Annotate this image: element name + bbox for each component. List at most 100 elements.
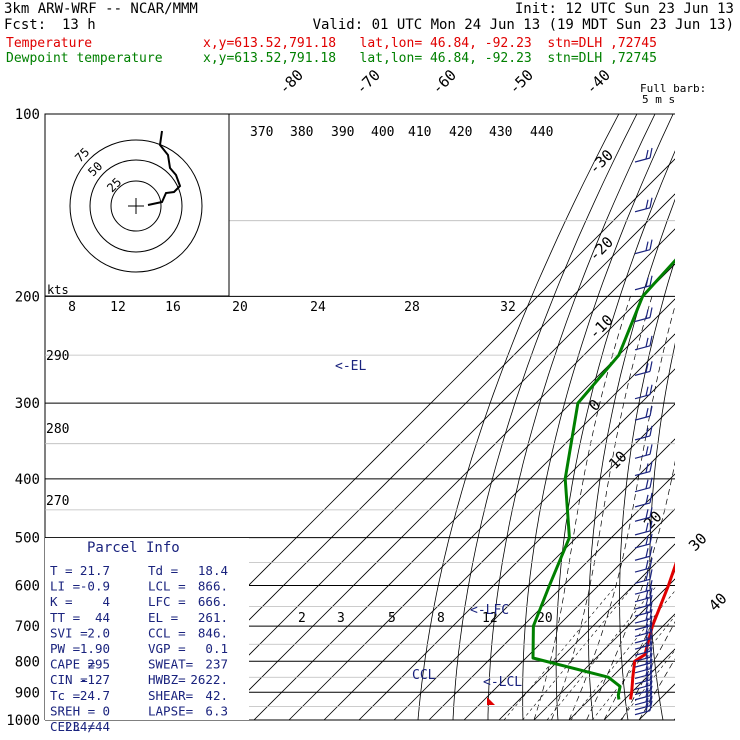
- wind-barb-flag: [645, 277, 649, 287]
- parcel-field-label: TT =: [50, 610, 80, 625]
- parcel-field-label: LCL =: [148, 579, 186, 594]
- parcel-field-value: 44: [95, 610, 110, 625]
- parcel-field-value: 0: [102, 703, 110, 718]
- mixing-ratio-label: 20: [537, 611, 553, 626]
- parcel-info-box: Parcel Info T = 21.7 Td = 18.4 LI = -0.9 LCL = 8…: [45, 538, 249, 734]
- wind-barb-flag: [649, 647, 653, 658]
- wind-barb-flag: [649, 520, 653, 532]
- wind-barb: [634, 394, 651, 400]
- parcel-field-value: 24.7: [80, 688, 110, 703]
- temperature-line: [629, 561, 675, 700]
- parcel-field-value: 295: [87, 657, 110, 672]
- mixing-ratio-line: [522, 585, 634, 720]
- speed-label: 16: [165, 300, 181, 315]
- wind-barb-flag: [645, 643, 649, 653]
- theta-label: 370: [250, 125, 273, 140]
- pressure-label: 300: [15, 396, 40, 412]
- theta-label: 430: [489, 125, 512, 140]
- speed-label: 8: [68, 300, 76, 315]
- init-time: Init: 12 UTC Sun 23 Jun 13: [514, 1, 734, 17]
- parcel-field-value: 261.: [198, 610, 228, 625]
- wind-barb-flag: [645, 548, 649, 558]
- temperature-legend: Temperature: [6, 36, 93, 51]
- wind-barb-flag: [645, 427, 649, 438]
- wind-barb-flag: [645, 479, 649, 489]
- parcel-field-value: 866.: [198, 579, 228, 594]
- parcel-field-value: 21.7: [80, 563, 110, 578]
- forecast-label: Fcst:: [4, 17, 47, 33]
- isotherm-line: [323, 368, 675, 720]
- sounding-series: [487, 258, 675, 705]
- parcel-field-value: 237: [205, 657, 228, 672]
- wind-barb: [634, 487, 651, 493]
- wind-barb-flag: [645, 309, 649, 319]
- isotherm-line: [148, 193, 675, 720]
- wind-barb-flag: [645, 149, 649, 160]
- wind-barb-flag: [649, 406, 653, 417]
- wind-barb-flag: [645, 687, 649, 697]
- level-markers: <-EL <-LFC <-LCL CCL: [335, 359, 522, 690]
- dry-adiabat: [487, 114, 656, 720]
- wind-barb-flag: [649, 461, 653, 472]
- wind-barb-flag: [645, 494, 649, 505]
- barb-legend-units: 5 m s: [642, 93, 675, 106]
- parcel-field-label: SWEAT=: [148, 657, 193, 672]
- wind-barb-flag: [649, 147, 653, 159]
- wind-barb-flag: [645, 630, 649, 641]
- wind-barb-flag: [645, 589, 649, 599]
- theta-label: 410: [408, 125, 431, 140]
- wind-barb-flag: [645, 535, 649, 546]
- mixing-ratio-line: [546, 585, 658, 720]
- dewpoint-legend: Dewpoint temperature: [6, 51, 163, 66]
- moist-adiabat: [568, 304, 675, 720]
- parcel-field-value: 4: [102, 594, 110, 609]
- wind-barb: [634, 285, 651, 291]
- parcel-field-value: 0.1: [205, 641, 228, 656]
- hodograph-units: kts: [47, 283, 69, 297]
- wind-barb-flag: [649, 492, 653, 504]
- wind-barb-flag: [645, 363, 649, 373]
- wind-barb-flag: [649, 664, 653, 675]
- wind-barb-flag: [645, 666, 649, 676]
- parcel-field-value: 42.: [205, 688, 228, 703]
- parcel-info-title: Parcel Info: [87, 540, 180, 556]
- wind-barb-flag: [645, 337, 649, 347]
- isotherm-line: [498, 543, 675, 720]
- isotherm-line: [218, 263, 675, 720]
- pressure-ticks: 100 200 300 400 500 600 700 800 900 1000: [6, 107, 40, 729]
- parcel-field-label: EL =: [148, 610, 178, 625]
- wind-barb-flag: [649, 615, 653, 626]
- wind-barb-flag: [645, 692, 649, 702]
- parcel-field-label: CAPE =: [50, 657, 95, 672]
- wind-barb: [634, 370, 651, 376]
- skewed-temp-label: -10: [585, 311, 617, 343]
- wind-barb-flag: [645, 682, 649, 692]
- wind-barb: [634, 530, 651, 536]
- wind-barb-flag: [645, 241, 649, 251]
- parcel-field-label: LAPSE=: [148, 703, 193, 718]
- speed-label: 12: [110, 300, 126, 315]
- wind-barb: [634, 578, 651, 584]
- dewpoint-line: [531, 258, 675, 700]
- parcel-field-label: LI =: [50, 579, 80, 594]
- wind-barb-flag: [645, 671, 649, 682]
- wind-barb-flag: [645, 702, 649, 712]
- isotherm-line: [288, 333, 675, 720]
- mixing-ratio-label: 8: [437, 611, 445, 626]
- hodograph-ring: [69, 139, 203, 273]
- parcel-field-value: 1.90: [80, 641, 110, 656]
- isotherm-line: [568, 613, 675, 720]
- wind-barb: [634, 345, 651, 351]
- skewed-temp-label: 30: [685, 529, 711, 555]
- theta-label: 420: [449, 125, 472, 140]
- dry-adiabat: [452, 114, 638, 720]
- wind-barb: [634, 567, 651, 573]
- wind-barb-flag: [649, 425, 653, 437]
- isotherm-line: [428, 473, 675, 720]
- parcel-field-value: -0.9: [80, 579, 110, 594]
- wind-barb-flag: [645, 509, 649, 519]
- wind-barb-flag: [649, 594, 653, 606]
- wind-barb: [634, 710, 651, 716]
- mixing-ratio-label: 12: [482, 611, 498, 626]
- wind-barb-flag: [649, 384, 653, 395]
